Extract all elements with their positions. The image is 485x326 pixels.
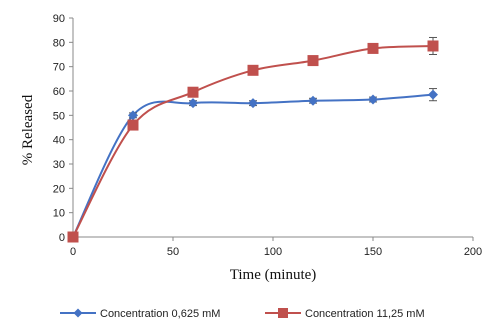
series-layer [67, 36, 439, 243]
legend-label-2: Concentration 11,25 mM [305, 308, 425, 320]
x-tick-label: 200 [464, 246, 482, 258]
data-point [428, 89, 438, 100]
y-tick-label: 60 [53, 86, 65, 98]
series-2 [67, 36, 439, 243]
x-tick-label: 0 [70, 246, 76, 258]
y-axis-title: % Released [20, 94, 36, 165]
data-point [247, 64, 259, 76]
y-tick-label: 70 [53, 62, 65, 74]
y-tick-label: 20 [53, 183, 65, 195]
legend-item-2: Concentration 11,25 mM [265, 308, 425, 320]
y-tick-label: 30 [53, 159, 65, 171]
y-tick-label: 0 [59, 232, 65, 244]
data-point [187, 86, 199, 98]
y-tick-label: 40 [53, 135, 65, 147]
y-tick-label: 80 [53, 37, 65, 49]
x-tick-label: 100 [264, 246, 282, 258]
data-point [367, 42, 379, 54]
y-tick-label: 50 [53, 110, 65, 122]
data-point [368, 94, 378, 105]
x-tick-labels: 0 50 100 150 200 [70, 246, 482, 258]
data-point [248, 98, 258, 109]
data-point [308, 95, 318, 106]
y-tick-labels: 0 10 20 30 40 50 60 70 80 90 [53, 13, 65, 244]
data-point [188, 98, 198, 109]
x-tick-label: 150 [364, 246, 382, 258]
y-tick-label: 10 [53, 208, 65, 220]
legend-item-1: Concentration 0,625 mM [60, 308, 220, 320]
data-point [307, 55, 319, 67]
legend: Concentration 0,625 mM Concentration 11,… [60, 308, 425, 320]
series-1 [68, 88, 438, 242]
y-tick-label: 90 [53, 13, 65, 25]
legend-label-1: Concentration 0,625 mM [100, 308, 220, 320]
data-point [128, 110, 138, 121]
series-line [72, 93, 434, 238]
x-tick-label: 50 [167, 246, 179, 258]
data-point [427, 40, 439, 52]
data-point [67, 231, 79, 243]
data-point [127, 119, 139, 131]
legend-marker-square [278, 308, 288, 318]
legend-marker-diamond [73, 308, 83, 318]
x-axis-title: Time (minute) [230, 267, 317, 283]
